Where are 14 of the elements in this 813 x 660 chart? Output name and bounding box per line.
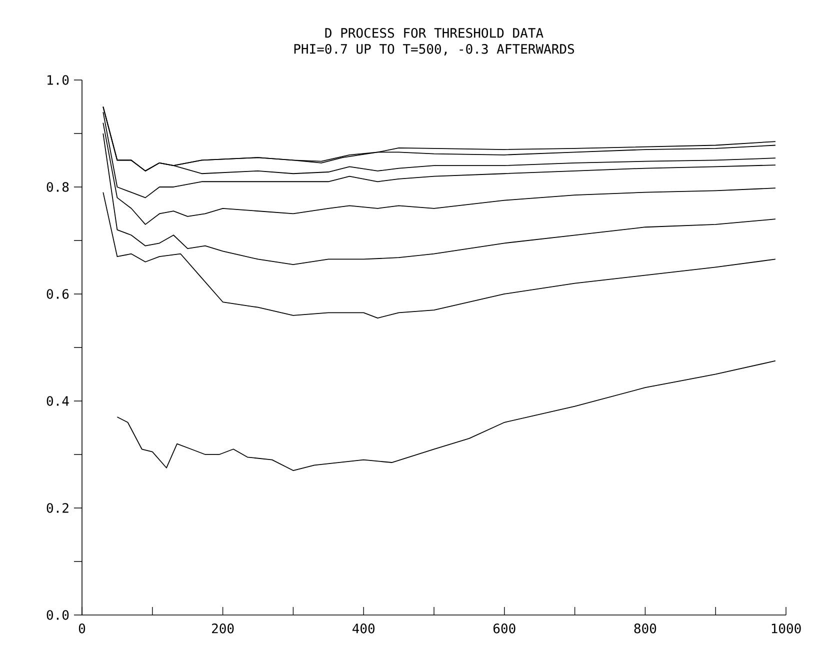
- y-tick-label: 0.6: [46, 289, 69, 299]
- y-tick-label: 0.8: [46, 182, 69, 192]
- x-tick-label: 600: [494, 624, 516, 634]
- x-tick-label: 200: [212, 624, 234, 634]
- y-tick-label: 1.0: [48, 75, 69, 85]
- y-tick-label: 0.0: [46, 610, 69, 620]
- x-tick-label: 1000: [772, 624, 801, 634]
- y-tick-label: 0.4: [46, 396, 69, 406]
- y-tick-label: 0.2: [46, 503, 68, 513]
- x-tick-label: 0: [78, 624, 86, 634]
- x-tick-label: 800: [634, 624, 656, 634]
- chart-title: D PROCESS FOR THRESHOLD DATA: [325, 28, 544, 38]
- chart-subtitle: PHI=0.7 UP TO T=500, -0.3 AFTERWARDS: [294, 44, 574, 56]
- x-tick-label: 400: [352, 624, 374, 634]
